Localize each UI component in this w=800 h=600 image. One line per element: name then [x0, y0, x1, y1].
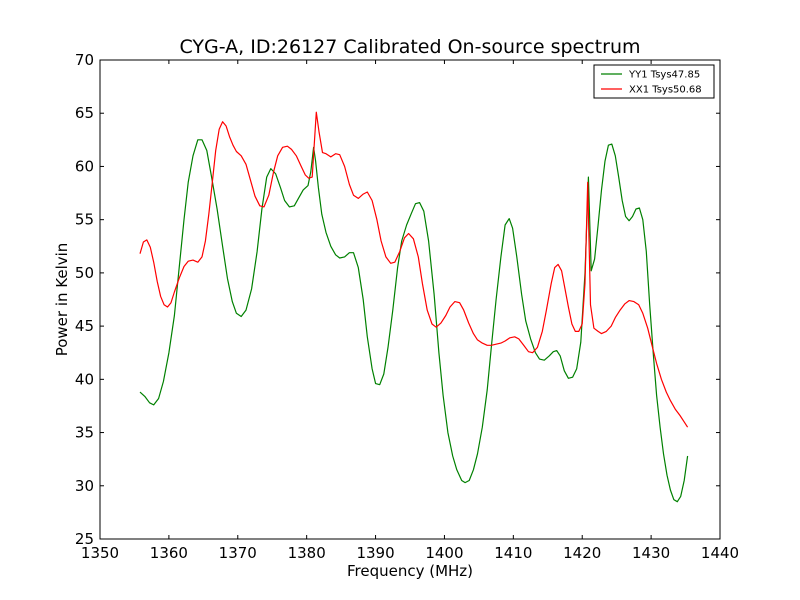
- x-tick-label: 1370: [219, 544, 257, 562]
- legend-label-xx1: XX1 Tsys50.68: [629, 85, 702, 96]
- x-axis-title: Frequency (MHz): [347, 562, 473, 580]
- x-tick-label: 1400: [425, 544, 463, 562]
- y-tick-label: 55: [75, 211, 94, 229]
- y-tick-label: 40: [75, 370, 94, 388]
- series-layer: [139, 111, 689, 503]
- series-line-yy1: [139, 139, 689, 503]
- legend: YY1 Tsys47.85 XX1 Tsys50.68: [593, 64, 715, 99]
- plot-area: [100, 60, 720, 539]
- x-tick-label: 1410: [494, 544, 532, 562]
- y-tick-label: 45: [75, 317, 94, 335]
- x-tick-label: 1380: [288, 544, 326, 562]
- y-tick-label: 70: [75, 51, 94, 69]
- chart-title: CYG-A, ID:26127 Calibrated On-source spe…: [179, 36, 640, 58]
- y-tick-label: 30: [75, 477, 94, 495]
- series-line-xx1: [139, 111, 689, 428]
- legend-box: [593, 64, 715, 99]
- x-tick-label: 1350: [81, 544, 119, 562]
- y-axis-title: Power in Kelvin: [53, 243, 71, 357]
- legend-label-yy1: YY1 Tsys47.85: [628, 70, 700, 81]
- x-tick-label: 1440: [701, 544, 739, 562]
- ticks-layer: 1350 1360 1370 1380 1390 1400 1410 1420 1430 1440…: [75, 51, 739, 562]
- y-tick-label: 65: [75, 104, 94, 122]
- y-tick-label: 50: [75, 264, 94, 282]
- y-tick-label: 25: [75, 530, 94, 548]
- x-tick-label: 1360: [150, 544, 188, 562]
- y-tick-label: 60: [75, 157, 94, 175]
- y-tick-label: 35: [75, 424, 94, 442]
- x-tick-label: 1430: [632, 544, 670, 562]
- x-tick-label: 1390: [356, 544, 394, 562]
- x-tick-label: 1420: [563, 544, 601, 562]
- plot-frame: [99, 59, 721, 540]
